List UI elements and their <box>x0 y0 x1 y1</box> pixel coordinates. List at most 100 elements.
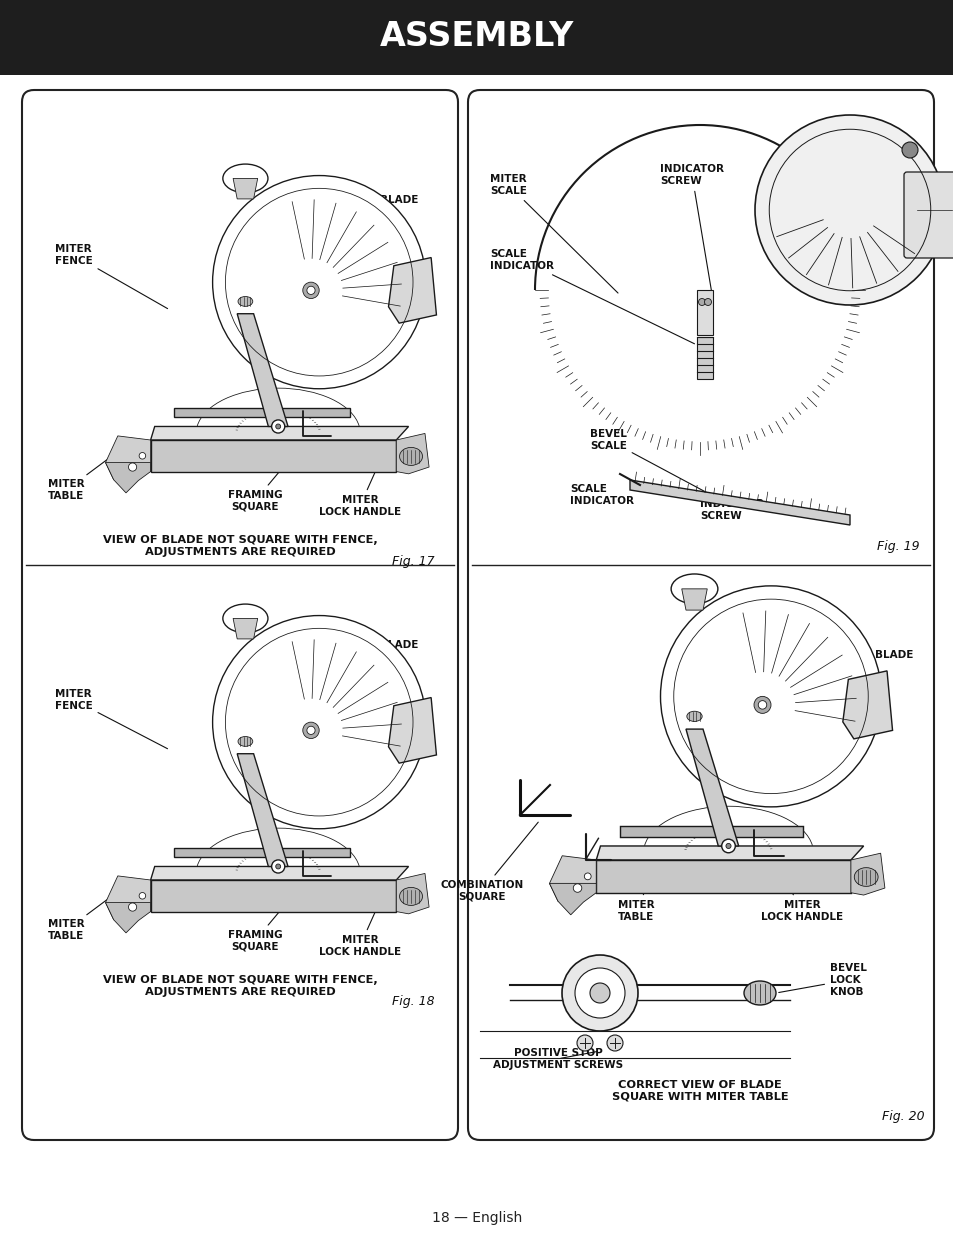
Circle shape <box>698 299 705 305</box>
FancyBboxPatch shape <box>903 172 953 258</box>
Text: BLADE: BLADE <box>821 650 912 679</box>
Text: BLADE: BLADE <box>333 195 418 228</box>
Circle shape <box>725 844 730 848</box>
Circle shape <box>577 1035 593 1051</box>
Ellipse shape <box>743 981 775 1005</box>
Polygon shape <box>151 867 408 881</box>
Circle shape <box>307 287 314 294</box>
Text: FRAMING
SQUARE: FRAMING SQUARE <box>228 437 308 511</box>
Ellipse shape <box>237 736 253 746</box>
Text: MITER
TABLE: MITER TABLE <box>48 452 117 501</box>
Circle shape <box>561 955 638 1031</box>
Polygon shape <box>173 408 350 417</box>
Text: SCALE
INDICATOR: SCALE INDICATOR <box>490 249 694 343</box>
Circle shape <box>139 893 146 899</box>
Circle shape <box>754 115 944 305</box>
Circle shape <box>703 299 711 305</box>
Text: BLADE: BLADE <box>333 640 418 669</box>
Text: MITER
TABLE: MITER TABLE <box>48 892 117 941</box>
Polygon shape <box>106 903 151 932</box>
Polygon shape <box>106 463 151 493</box>
Ellipse shape <box>237 296 253 306</box>
Circle shape <box>758 700 766 709</box>
Text: 18 — English: 18 — English <box>432 1212 521 1225</box>
Bar <box>697 337 712 379</box>
Polygon shape <box>173 847 350 857</box>
Text: ASSEMBLY: ASSEMBLY <box>379 21 574 53</box>
Circle shape <box>753 697 770 714</box>
Polygon shape <box>106 876 151 920</box>
Polygon shape <box>237 753 288 867</box>
Circle shape <box>129 903 136 911</box>
Ellipse shape <box>853 868 877 887</box>
Text: POSITIVE STOP
ADJUSTMENT SCREWS: POSITIVE STOP ADJUSTMENT SCREWS <box>493 1049 622 1070</box>
Circle shape <box>659 585 881 806</box>
Ellipse shape <box>399 888 422 905</box>
Polygon shape <box>151 426 408 440</box>
Circle shape <box>272 860 284 873</box>
Polygon shape <box>388 258 436 324</box>
Circle shape <box>589 983 609 1003</box>
FancyBboxPatch shape <box>22 90 457 1140</box>
Circle shape <box>606 1035 622 1051</box>
Text: MITER
FENCE: MITER FENCE <box>55 245 168 309</box>
Circle shape <box>275 424 280 429</box>
Text: CORRECT VIEW OF BLADE
SQUARE WITH MITER TABLE: CORRECT VIEW OF BLADE SQUARE WITH MITER … <box>611 1079 787 1102</box>
Circle shape <box>720 839 735 853</box>
Circle shape <box>584 873 591 879</box>
Text: VIEW OF BLADE NOT SQUARE WITH FENCE,
ADJUSTMENTS ARE REQUIRED: VIEW OF BLADE NOT SQUARE WITH FENCE, ADJ… <box>103 974 377 997</box>
Circle shape <box>139 452 146 459</box>
Text: MITER
LOCK HANDLE: MITER LOCK HANDLE <box>318 893 400 957</box>
Text: Fig. 19: Fig. 19 <box>877 540 919 553</box>
Polygon shape <box>151 440 395 472</box>
Circle shape <box>302 282 319 299</box>
Circle shape <box>213 175 425 389</box>
Polygon shape <box>596 860 850 893</box>
Polygon shape <box>395 873 429 914</box>
Text: MITER
TABLE: MITER TABLE <box>617 861 659 921</box>
Polygon shape <box>549 883 596 915</box>
Text: MITER
LOCK HANDLE: MITER LOCK HANDLE <box>318 452 400 516</box>
Polygon shape <box>596 846 862 860</box>
FancyBboxPatch shape <box>468 90 933 1140</box>
Text: INDICATOR
SCREW: INDICATOR SCREW <box>659 164 723 298</box>
Polygon shape <box>619 826 802 836</box>
Polygon shape <box>151 881 395 911</box>
Polygon shape <box>233 178 257 199</box>
Text: Fig. 17: Fig. 17 <box>392 555 435 568</box>
Text: BEVEL
SCALE: BEVEL SCALE <box>589 430 727 504</box>
Text: INDICATOR
SCREW: INDICATOR SCREW <box>700 499 769 521</box>
Polygon shape <box>237 314 288 426</box>
Circle shape <box>272 420 284 433</box>
Bar <box>697 290 712 335</box>
Polygon shape <box>388 698 436 763</box>
Circle shape <box>302 722 319 739</box>
Polygon shape <box>106 436 151 479</box>
Text: COMBINATION
SQUARE: COMBINATION SQUARE <box>440 823 537 902</box>
Polygon shape <box>549 856 596 902</box>
Text: BEVEL
LOCK
KNOB: BEVEL LOCK KNOB <box>778 963 866 997</box>
Text: FRAMING
SQUARE: FRAMING SQUARE <box>228 877 308 952</box>
Text: Fig. 18: Fig. 18 <box>392 995 435 1008</box>
Polygon shape <box>850 853 884 895</box>
Polygon shape <box>395 433 429 474</box>
Circle shape <box>275 864 280 869</box>
Polygon shape <box>681 589 706 610</box>
Circle shape <box>213 615 425 829</box>
Text: MITER
SCALE: MITER SCALE <box>490 174 618 293</box>
Circle shape <box>575 968 624 1018</box>
Circle shape <box>901 142 917 158</box>
Text: VIEW OF BLADE NOT SQUARE WITH FENCE,
ADJUSTMENTS ARE REQUIRED: VIEW OF BLADE NOT SQUARE WITH FENCE, ADJ… <box>103 535 377 557</box>
Bar <box>0 0 953 75</box>
Circle shape <box>129 463 136 472</box>
Text: MITER
LOCK HANDLE: MITER LOCK HANDLE <box>760 872 842 921</box>
Circle shape <box>307 726 314 735</box>
Ellipse shape <box>399 447 422 466</box>
Ellipse shape <box>686 711 701 721</box>
Polygon shape <box>233 619 257 638</box>
Text: MITER
FENCE: MITER FENCE <box>55 689 168 748</box>
Text: SCALE
INDICATOR: SCALE INDICATOR <box>569 484 641 506</box>
Polygon shape <box>629 480 849 525</box>
Polygon shape <box>685 729 738 846</box>
Circle shape <box>573 884 581 893</box>
